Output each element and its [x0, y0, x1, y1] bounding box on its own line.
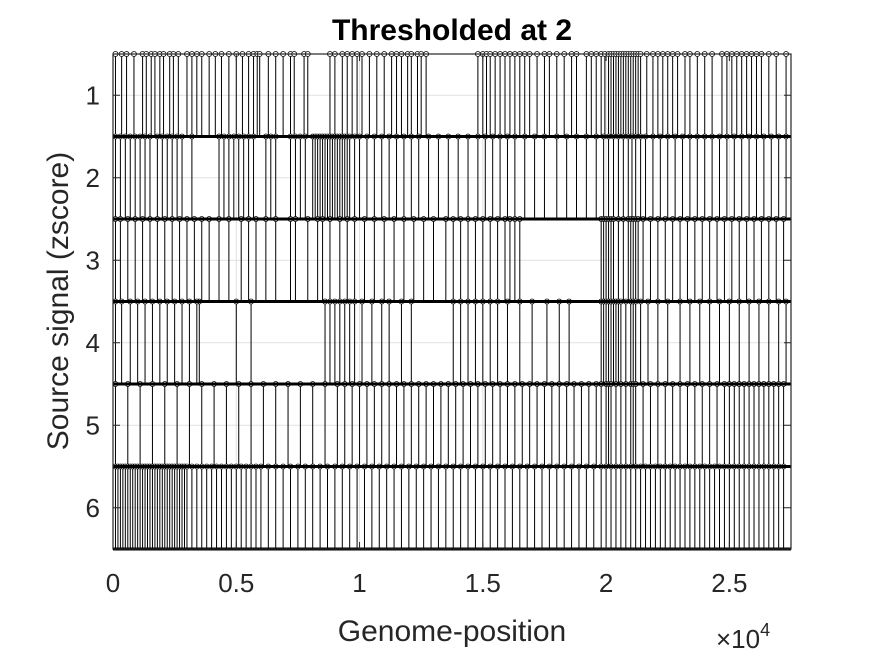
x-tick-label-2: 1	[352, 568, 366, 598]
x-tick-label-3: 1.5	[465, 568, 501, 598]
chart-title: Thresholded at 2	[332, 14, 572, 47]
plot-frame	[112, 53, 792, 550]
y-tick-label-3: 3	[86, 245, 100, 275]
x-axis-ticks: 0 0.5 1 1.5 2 2.5	[106, 54, 747, 598]
y-tick-label-5: 5	[86, 410, 100, 440]
y-axis-ticks: 1 2 3 4 5 6	[86, 80, 791, 523]
x-tick-label-1: 0.5	[218, 568, 254, 598]
x-multiplier-exponent: 4	[760, 620, 770, 640]
y-tick-label-1: 1	[86, 80, 100, 110]
x-multiplier: ×104	[716, 620, 770, 654]
stem-lines	[114, 54, 787, 549]
x-axis-label: Genome-position	[338, 615, 566, 648]
y-tick-label-4: 4	[86, 328, 100, 358]
x-tick-label-4: 2	[599, 568, 613, 598]
y-axis-label: Source signal (zscore)	[42, 152, 75, 450]
x-tick-label-5: 2.5	[711, 568, 747, 598]
y-tick-label-6: 6	[86, 493, 100, 523]
y-tick-label-2: 2	[86, 163, 100, 193]
x-tick-label-0: 0	[106, 568, 120, 598]
x-multiplier-base: ×10	[716, 624, 760, 654]
